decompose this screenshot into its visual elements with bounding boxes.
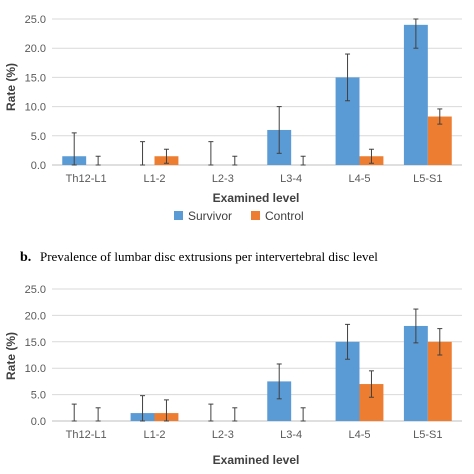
chart-b-bars [130, 325, 452, 421]
error-bar-survivor [345, 53, 351, 102]
error-bar-survivor [345, 323, 351, 360]
error-bar-control [232, 155, 238, 166]
legend-control-label: Control [265, 209, 304, 223]
error-bar-survivor [208, 403, 214, 422]
bar-control [427, 116, 452, 165]
x-tick-label: L2-3 [212, 429, 234, 441]
bar-survivor [403, 24, 428, 166]
y-tick-label: 15.0 [25, 337, 46, 349]
x-tick-label: L3-4 [280, 429, 302, 441]
chart-a-x-axis-label: Examined level [213, 191, 300, 205]
y-tick-label: 25.0 [25, 284, 46, 296]
chart-a: 0.0 5.0 10.0 15.0 20.0 25.0 Th12-L1 L1-2 L2-3 L3… [4, 14, 462, 223]
error-bar-control [300, 155, 306, 166]
error-bar-control [95, 155, 101, 166]
error-bar-survivor [71, 403, 77, 422]
y-tick-label: 20.0 [25, 43, 46, 55]
error-bar-control [232, 407, 238, 422]
chart-a-legend: Survivor Control [174, 209, 304, 223]
error-bar-survivor [413, 308, 419, 344]
error-bar-control [163, 148, 169, 164]
y-tick-label: 15.0 [25, 72, 46, 84]
y-tick-label: 20.0 [25, 310, 46, 322]
error-bar-control [368, 370, 374, 398]
error-bar-control [95, 407, 101, 422]
error-bar-survivor [276, 106, 282, 154]
y-tick-label: 0.0 [31, 416, 46, 428]
y-tick-label: 5.0 [31, 390, 46, 402]
chart-b-y-ticks: 0.0 5.0 10.0 15.0 20.0 25.0 [25, 284, 46, 428]
error-bar-survivor [208, 141, 214, 166]
x-tick-label: L5-S1 [413, 429, 442, 441]
y-tick-label: 0.0 [31, 160, 46, 172]
error-bar-control [437, 328, 443, 356]
error-bar-survivor [413, 18, 419, 49]
x-tick-label: L2-3 [212, 173, 234, 185]
error-bar-survivor [71, 132, 77, 166]
chart-b: 0.0 5.0 10.0 15.0 20.0 25.0 Th12-L1 L1-2 L2-3 L3… [4, 284, 462, 467]
bar-survivor [335, 341, 360, 421]
error-bar-survivor [140, 395, 146, 422]
x-tick-label: L1-2 [143, 173, 165, 185]
chart-b-x-axis-label: Examined level [213, 453, 300, 467]
error-bar-control [300, 407, 306, 422]
chart-a-gridlines [52, 18, 462, 166]
error-bar-survivor [276, 363, 282, 400]
y-tick-label: 25.0 [25, 14, 46, 26]
chart-a-y-ticks: 0.0 5.0 10.0 15.0 20.0 25.0 [25, 14, 46, 172]
error-bar-control [437, 108, 443, 125]
y-tick-label: 10.0 [25, 102, 46, 114]
x-tick-label: L5-S1 [413, 173, 442, 185]
x-tick-label: Th12-L1 [66, 173, 107, 185]
error-bar-control [163, 399, 169, 422]
chart-a-y-axis-label: Rate (%) [4, 63, 18, 111]
legend-control-swatch [251, 211, 260, 220]
chart-a-error-bars [71, 18, 443, 166]
chart-b-error-bars [71, 308, 443, 422]
error-bar-survivor [140, 141, 146, 166]
x-tick-label: L1-2 [143, 429, 165, 441]
bar-survivor [335, 77, 360, 165]
bar-survivor [403, 325, 428, 421]
bar-control [359, 384, 384, 421]
x-tick-label: L3-4 [280, 173, 302, 185]
chart-b-x-ticks: Th12-L1 L1-2 L2-3 L3-4 L4-5 L5-S1 [66, 429, 443, 441]
panel-b-title: Prevalence of lumbar disc extrusions per… [40, 249, 378, 264]
x-tick-label: L4-5 [348, 173, 370, 185]
bar-survivor [267, 381, 292, 421]
error-bar-control [368, 148, 374, 164]
bar-control [427, 341, 452, 421]
x-tick-label: L4-5 [348, 429, 370, 441]
chart-a-x-ticks: Th12-L1 L1-2 L2-3 L3-4 L4-5 L5-S1 [66, 173, 443, 185]
panel-b-letter: b. [20, 250, 31, 265]
chart-b-gridlines [52, 288, 462, 422]
y-tick-label: 5.0 [31, 131, 46, 143]
legend-survivor-label: Survivor [188, 209, 232, 223]
chart-b-y-axis-label: Rate (%) [4, 332, 18, 380]
chart-a-bars [62, 24, 452, 166]
y-tick-label: 10.0 [25, 363, 46, 375]
legend-survivor-swatch [174, 211, 183, 220]
x-tick-label: Th12-L1 [66, 429, 107, 441]
